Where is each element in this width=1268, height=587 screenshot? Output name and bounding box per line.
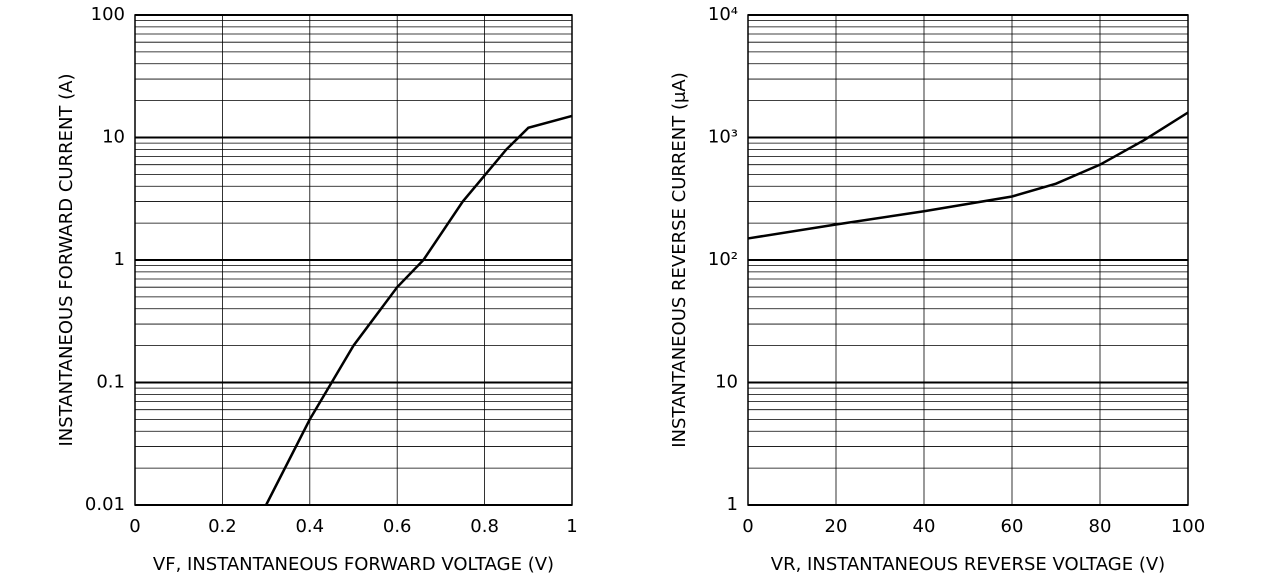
y-tick-label: 10³ bbox=[708, 127, 738, 148]
y-tick-label: 10⁴ bbox=[708, 4, 738, 25]
x-tick-label: 0.8 bbox=[470, 516, 499, 537]
data-line bbox=[264, 114, 573, 506]
x-tick-label: 0 bbox=[742, 516, 753, 537]
x-tick-label: 0 bbox=[129, 516, 140, 537]
x-tick-label: 80 bbox=[1089, 516, 1112, 537]
y-tick-label: 100 bbox=[91, 4, 125, 25]
y-tick-label: 10 bbox=[715, 372, 738, 393]
y-tick-label: 0.01 bbox=[85, 494, 125, 515]
x-tick-label: 20 bbox=[825, 516, 848, 537]
x-tick-label: 1 bbox=[566, 516, 577, 537]
x-axis-title: VF, INSTANTANEOUS FORWARD VOLTAGE (V) bbox=[153, 554, 554, 575]
x-tick-label: 40 bbox=[913, 516, 936, 537]
y-tick-label: 1 bbox=[114, 249, 125, 270]
x-axis-title: VR, INSTANTANEOUS REVERSE VOLTAGE (V) bbox=[771, 554, 1165, 575]
y-tick-label: 10 bbox=[102, 127, 125, 148]
x-tick-label: 0.6 bbox=[383, 516, 412, 537]
plot-frame bbox=[134, 14, 573, 506]
x-tick-label: 60 bbox=[1001, 516, 1024, 537]
y-axis-title: INSTANTANEOUS REVERSE CURRENT (μA) bbox=[669, 72, 690, 448]
y-axis-title: INSTANTANEOUS FORWARD CURRENT (A) bbox=[56, 74, 77, 447]
plot-frame bbox=[747, 14, 1189, 506]
y-tick-label: 1 bbox=[727, 494, 738, 515]
x-tick-label: 0.2 bbox=[208, 516, 237, 537]
y-tick-label: 10² bbox=[708, 249, 738, 270]
data-line bbox=[747, 111, 1189, 240]
y-tick-label: 0.1 bbox=[96, 372, 125, 393]
x-tick-label: 0.4 bbox=[295, 516, 324, 537]
x-tick-label: 100 bbox=[1171, 516, 1205, 537]
